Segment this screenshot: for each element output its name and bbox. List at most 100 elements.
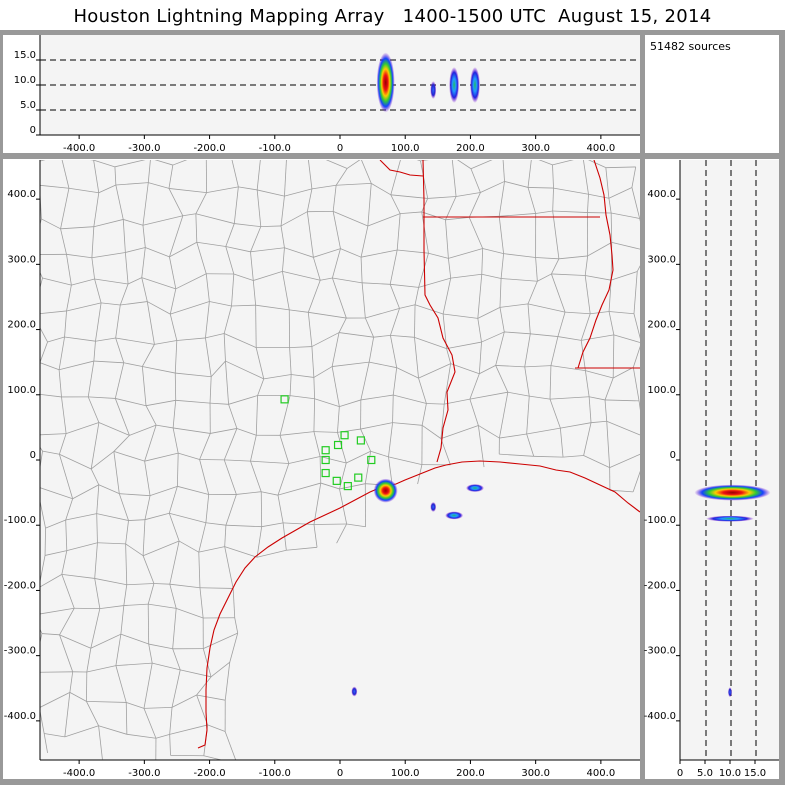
county-line: [172, 648, 181, 670]
county-line: [115, 337, 155, 345]
county-line: [584, 275, 591, 314]
county-line: [256, 160, 261, 190]
county-line: [40, 446, 43, 452]
plan-density-cluster: [430, 501, 437, 512]
county-line: [250, 461, 262, 492]
county-line: [90, 422, 100, 470]
county-line: [115, 634, 122, 666]
county-line: [32, 394, 33, 436]
county-line: [373, 334, 391, 338]
county-line: [90, 468, 100, 485]
county-line: [42, 450, 60, 455]
county-line: [40, 393, 62, 398]
county-line: [176, 337, 206, 341]
county-line: [333, 211, 369, 227]
county-line: [210, 402, 229, 405]
county-line: [223, 333, 226, 362]
county-line: [126, 733, 157, 739]
county-line: [238, 186, 258, 191]
county-line: [307, 312, 313, 347]
county-line: [224, 731, 237, 760]
county-line: [40, 277, 43, 289]
county-line: [198, 552, 201, 588]
county-line: [223, 305, 232, 334]
county-line: [477, 274, 483, 319]
county-line: [168, 513, 180, 542]
county-line: [61, 550, 68, 575]
county-line: [225, 246, 235, 275]
county-line: [421, 198, 429, 213]
map-y-tick-label: 200.0: [7, 320, 36, 331]
frame-bottom-bar: [0, 779, 785, 785]
county-line: [312, 257, 321, 281]
county-line: [604, 377, 614, 401]
county-line: [98, 422, 130, 436]
county-line: [560, 422, 592, 429]
county-line: [320, 277, 333, 281]
county-line: [144, 512, 170, 521]
map-x-tick-label: -100.0: [259, 768, 291, 779]
county-line: [169, 540, 180, 585]
county-line: [145, 247, 170, 258]
county-line: [142, 215, 183, 226]
county-line: [552, 160, 574, 166]
river-state-line: [577, 160, 614, 369]
county-line: [60, 226, 94, 230]
county-line: [257, 189, 285, 197]
county-line: [584, 255, 589, 276]
station-marker: [333, 440, 343, 450]
county-line: [143, 663, 153, 709]
county-line: [495, 365, 525, 368]
county-line: [174, 340, 178, 374]
county-line: [526, 396, 530, 435]
top-x-tick-label: -200.0: [193, 143, 225, 154]
county-line: [86, 700, 127, 703]
county-line: [533, 455, 564, 458]
frame: [0, 30, 785, 785]
county-line: [224, 546, 258, 558]
county-line: [126, 702, 145, 709]
county-line: [40, 574, 63, 588]
county-line: [169, 314, 178, 341]
county-line: [91, 257, 95, 280]
county-line: [332, 248, 341, 279]
county-line: [608, 198, 612, 214]
top-x-tick-label: -100.0: [259, 143, 291, 154]
county-line: [120, 301, 148, 306]
county-line: [530, 333, 558, 337]
county-line: [414, 304, 444, 315]
county-line: [289, 346, 312, 349]
county-line: [45, 519, 66, 529]
county-line: [450, 273, 482, 279]
county-line: [499, 213, 536, 217]
county-line: [418, 363, 451, 379]
county-line: [96, 513, 129, 521]
county-line: [365, 308, 400, 319]
county-line: [336, 182, 372, 186]
county-line: [255, 305, 257, 348]
county-line: [526, 433, 535, 457]
county-line: [552, 164, 554, 189]
top-y-tick-label: 15.0: [14, 50, 36, 61]
county-line: [169, 707, 173, 735]
county-line: [477, 425, 485, 468]
county-line: [33, 672, 39, 707]
county-line: [144, 495, 151, 520]
county-line: [196, 694, 208, 726]
county-line: [535, 257, 538, 282]
county-line: [125, 247, 146, 253]
station-marker: [321, 446, 330, 455]
county-line: [142, 366, 176, 374]
county-line: [40, 487, 73, 500]
county-line: [478, 342, 482, 374]
county-line: [148, 603, 177, 609]
county-line: [428, 252, 449, 259]
county-line: [360, 249, 398, 258]
county-line: [468, 217, 484, 249]
county-line: [551, 258, 560, 275]
county-line: [559, 428, 564, 458]
county-line: [526, 427, 561, 435]
county-line: [224, 525, 227, 547]
county-line: [535, 210, 553, 214]
county-line: [538, 160, 553, 166]
